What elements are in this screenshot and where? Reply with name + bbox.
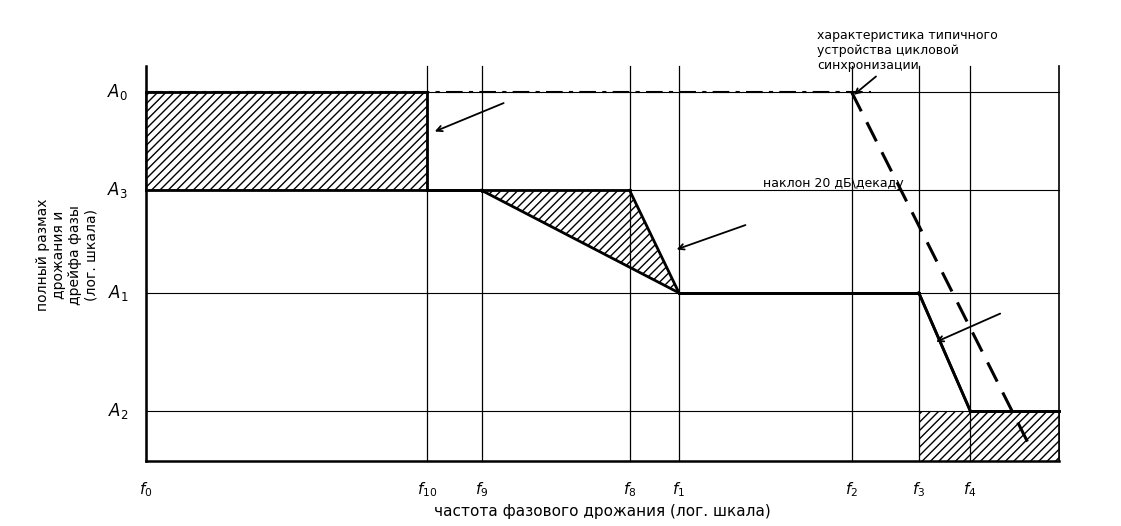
Text: $f_1$: $f_1$ xyxy=(673,480,686,499)
Text: частота фазового дрожания (лог. шкала): частота фазового дрожания (лог. шкала) xyxy=(434,504,771,519)
Text: полный размах
дрожания и
дрейфа фазы
(лог. шкала): полный размах дрожания и дрейфа фазы (ло… xyxy=(36,198,99,311)
Text: $A_2$: $A_2$ xyxy=(108,401,128,421)
Text: $f_3$: $f_3$ xyxy=(912,480,926,499)
Text: $f_2$: $f_2$ xyxy=(845,480,859,499)
Text: $f_8$: $f_8$ xyxy=(623,480,637,499)
Text: характеристика типичного
устройства цикловой
синхронизации: характеристика типичного устройства цикл… xyxy=(817,29,998,94)
Text: наклон 20 дБ\декаду: наклон 20 дБ\декаду xyxy=(763,177,904,190)
Polygon shape xyxy=(919,411,1059,461)
Text: $A_3$: $A_3$ xyxy=(108,180,128,200)
Text: $f_{10}$: $f_{10}$ xyxy=(417,480,437,499)
Text: $f_0$: $f_0$ xyxy=(139,480,152,499)
Text: $f_4$: $f_4$ xyxy=(963,480,976,499)
Text: $A_0$: $A_0$ xyxy=(108,82,128,102)
Text: $f_9$: $f_9$ xyxy=(475,480,489,499)
Polygon shape xyxy=(146,92,970,411)
Text: $A_1$: $A_1$ xyxy=(108,283,128,303)
